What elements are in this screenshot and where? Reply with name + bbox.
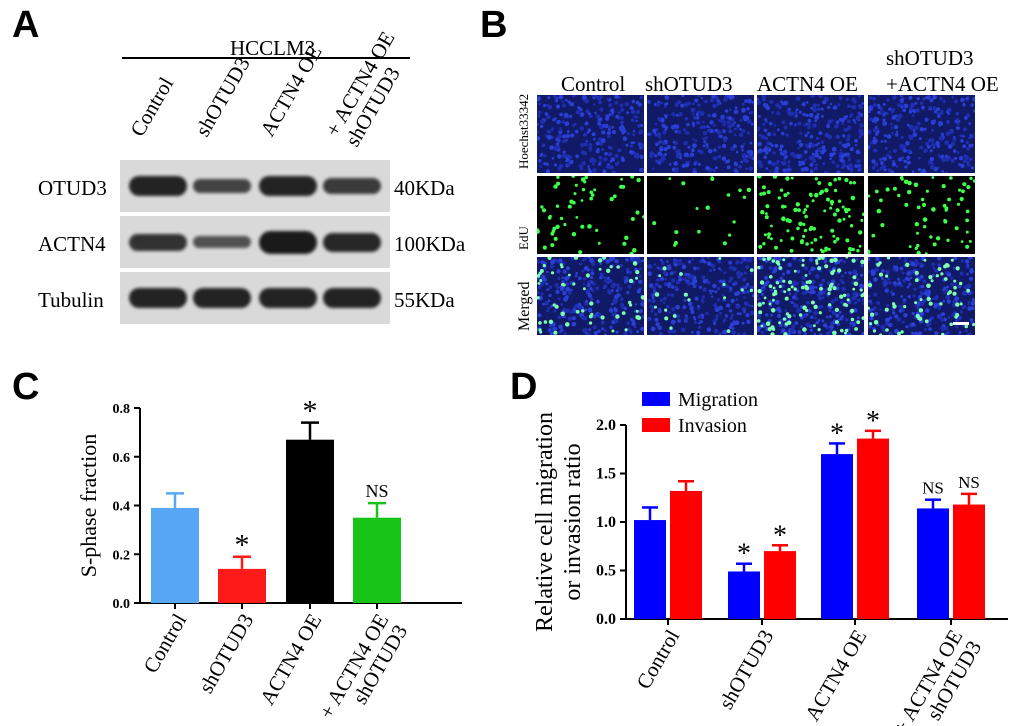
blot-strip [120,216,390,268]
bar [634,520,666,619]
x-tick-label: Control [138,609,191,677]
bar [764,551,796,619]
blot-band [129,176,187,196]
microscopy-row-label: Merged [516,281,533,331]
panel-letter-b: B [480,4,508,46]
microscopy-image-tile [537,257,644,335]
microscopy-row-label: Hoechst33342 [516,93,531,169]
y-axis-label: S-phase fraction [76,434,101,578]
bar [670,490,702,619]
microscopy-image-tile [647,95,754,173]
significance-label: NS [365,481,388,501]
microscopy-image-tile [647,176,754,254]
cell-line-label: HCCLM3 [230,36,316,60]
microscopy-column-label: shOTUD3 [886,46,974,70]
microscopy-image-tile [537,176,644,254]
significance-label: NS [958,473,980,492]
panel-letter-d: D [510,366,538,408]
microscopy-column-label: Control [561,72,626,96]
significance-label: * [830,418,844,449]
blot-band [323,288,381,308]
bar [353,517,401,603]
x-tick-label: ACTN4 OE [800,626,871,725]
microscopy-column-label: +ACTN4 OE [886,72,999,96]
microscopy-image-tile [868,95,975,173]
y-tick-label: 0.4 [113,500,131,515]
legend-swatch [642,418,670,432]
microscopy-image-tile [757,257,864,335]
significance-label: * [866,406,880,437]
bar [857,438,889,619]
y-tick-label: 0.5 [596,563,616,580]
y-axis-label: or invasion ratio [560,443,586,600]
y-tick-label: 0.0 [596,611,616,628]
bar [151,507,199,603]
molecular-weight-label: 40KDa [394,176,455,200]
microscopy-row-label: EdU [516,226,531,250]
y-tick-label: 0.0 [113,597,131,612]
bar [917,508,949,619]
legend-label: Migration [678,389,758,411]
blot-band [259,230,317,254]
y-tick-label: 1.0 [596,514,616,531]
blot-strip [120,272,390,324]
y-tick-label: 0.6 [113,451,131,466]
microscopy-image-tile [537,95,644,173]
microscopy-image-tile [757,176,864,254]
blot-band [129,233,187,251]
blot-band [193,236,251,248]
microscopy-image-tile [757,95,864,173]
blot-band [259,288,317,308]
lane-label: Control [125,72,179,141]
protein-label: OTUD3 [38,176,107,200]
blot-band [129,288,187,308]
y-tick-label: 2.0 [596,417,616,434]
y-tick-label: 1.5 [596,466,616,483]
blot-band [193,288,251,308]
blot-band [193,179,251,193]
chart-c-s-phase: 0.0 0.2 0.4 0.6 0.8 S-phase fraction Control * s… [76,395,462,723]
microscopy-image-tile [647,257,754,335]
significance-label: * [737,539,751,570]
panel-letter-a: A [12,4,40,46]
protein-label: Tubulin [38,288,104,312]
blot-band [323,232,381,252]
x-tick-label: shOTUD3 [194,610,259,698]
molecular-weight-label: 55KDa [394,288,455,312]
significance-label: * [235,529,250,562]
chart-d-migration-invasion: 0.0 0.5 1.0 1.5 2.0 Relative cell migration or… [532,389,1008,726]
legend-label: Invasion [678,415,747,437]
lane-label: shOTUD3 [190,52,255,141]
molecular-weight-label: 100KDa [394,232,466,256]
x-tick-label: shOTUD3 [714,626,779,714]
significance-label: * [303,395,318,428]
blot-strip [120,160,390,212]
bar [286,439,334,603]
x-tick-label: Control [631,625,684,693]
bar [821,454,853,619]
panel-letter-c: C [12,366,40,408]
significance-label: * [773,520,787,551]
bar [728,571,760,619]
legend-swatch [642,392,670,406]
significance-label: NS [922,479,944,498]
microscopy-column-label: ACTN4 OE [757,72,858,96]
y-tick-label: 0.2 [113,548,131,563]
cell-line-bracket [122,57,410,59]
bar [218,568,266,603]
bar [953,504,985,619]
x-tick-label: ACTN4 OE [255,610,326,709]
blot-band [259,176,317,196]
protein-label: ACTN4 [38,232,106,256]
microscopy-image-tile [868,176,975,254]
y-tick-label: 0.8 [113,402,131,417]
microscopy-image-tile [868,257,975,335]
y-axis-label: Relative cell migration [532,412,558,632]
blot-band [323,178,381,194]
scale-bar [953,322,969,325]
microscopy-column-label: shOTUD3 [645,72,733,96]
